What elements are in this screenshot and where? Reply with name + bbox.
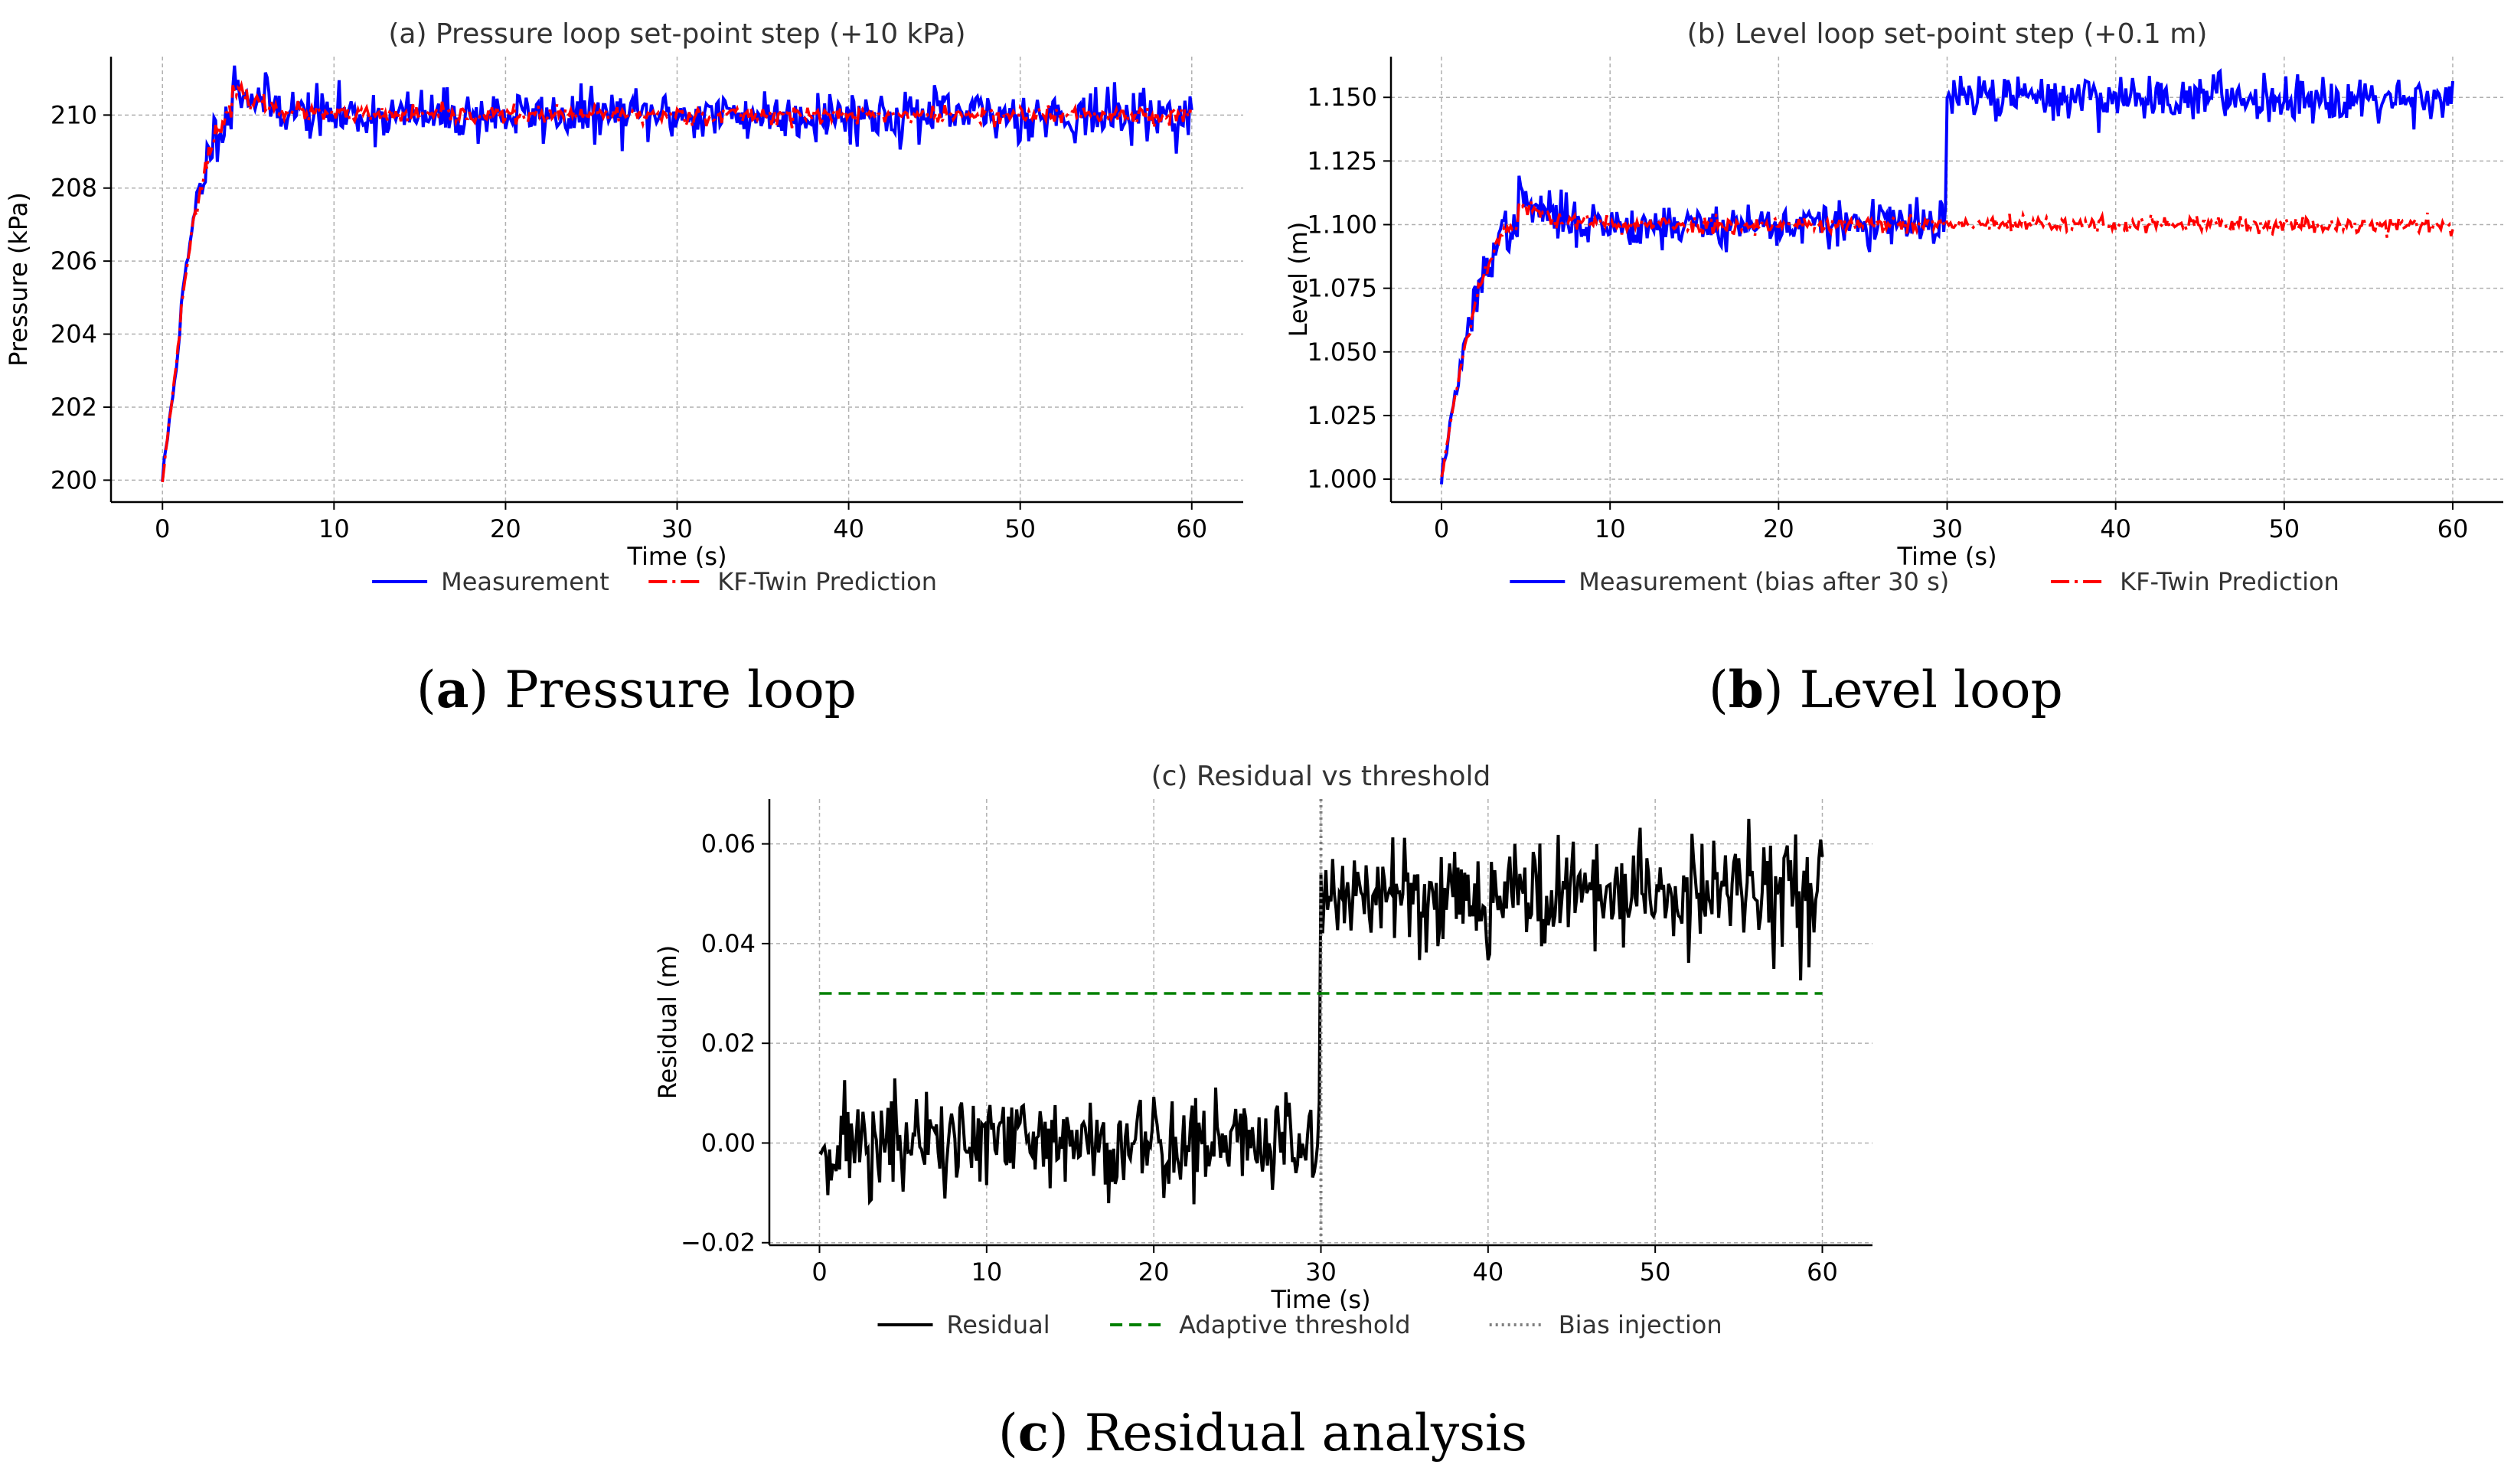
y-tick-label: 0.02 bbox=[701, 1029, 756, 1058]
x-tick-label: 10 bbox=[318, 514, 350, 543]
y-tick-label: 0.06 bbox=[701, 830, 756, 859]
legend-item: Residual bbox=[877, 1310, 1050, 1339]
legend-item: Measurement (bias after 30 s) bbox=[1510, 567, 1949, 596]
legend-item: Adaptive threshold bbox=[1110, 1310, 1411, 1339]
x-tick-label: 30 bbox=[661, 514, 693, 543]
y-axis-label: Level (m) bbox=[1284, 222, 1313, 338]
x-tick-label: 20 bbox=[1138, 1257, 1170, 1287]
y-tick-label: 206 bbox=[51, 246, 97, 276]
y-tick-label: 1.150 bbox=[1307, 83, 1377, 112]
series-line bbox=[161, 80, 1192, 483]
series-line bbox=[1440, 67, 2454, 484]
legend-label: Bias injection bbox=[1559, 1310, 1722, 1339]
x-tick-label: 60 bbox=[1807, 1257, 1838, 1287]
legend-label: KF-Twin Prediction bbox=[2120, 567, 2339, 596]
caption-b-label: b bbox=[1728, 660, 1764, 719]
caption-a-text: Pressure loop bbox=[488, 660, 857, 719]
x-tick-label: 40 bbox=[2100, 514, 2131, 543]
x-tick-label: 20 bbox=[490, 514, 521, 543]
x-tick-label: 50 bbox=[2268, 514, 2300, 543]
legend-label: Adaptive threshold bbox=[1179, 1310, 1411, 1339]
y-tick-label: 208 bbox=[51, 174, 97, 203]
legend-item: KF-Twin Prediction bbox=[2051, 567, 2339, 596]
legend-label: KF-Twin Prediction bbox=[717, 567, 937, 596]
chart-a: (a) Pressure loop set-point step (+10 kP… bbox=[4, 18, 1243, 596]
y-tick-label: 0.04 bbox=[701, 929, 756, 958]
caption-c: (c) Residual analysis bbox=[998, 1403, 1528, 1463]
legend: Measurement (bias after 30 s) KF-Twin Pre… bbox=[1510, 567, 2339, 596]
chart-title: (b) Level loop set-point step (+0.1 m) bbox=[1687, 18, 2208, 50]
legend-label: Measurement bbox=[441, 567, 609, 596]
caption-b-text: Level loop bbox=[1783, 660, 2063, 719]
y-axis-label: Residual (m) bbox=[653, 945, 682, 1099]
caption-a-label: a bbox=[436, 660, 469, 719]
caption-b: (b) Level loop bbox=[1709, 660, 2063, 719]
chart-c: (c) Residual vs threshold 0 10 20 30 40 50 60 −0… bbox=[653, 761, 1872, 1339]
x-tick-label: 10 bbox=[971, 1257, 1002, 1287]
y-tick-label: 0.00 bbox=[701, 1128, 756, 1157]
y-tick-label: 202 bbox=[51, 393, 97, 422]
x-tick-label: 60 bbox=[2437, 514, 2469, 543]
chart-title: (c) Residual vs threshold bbox=[1151, 761, 1491, 792]
y-tick-label: 1.025 bbox=[1307, 401, 1377, 430]
x-tick-label: 50 bbox=[1640, 1257, 1671, 1287]
caption-c-text: Residual analysis bbox=[1068, 1404, 1528, 1463]
legend-item: KF-Twin Prediction bbox=[648, 567, 937, 596]
legend: Residual Adaptive threshold Bias injection bbox=[877, 1310, 1722, 1339]
x-tick-label: 40 bbox=[833, 514, 864, 543]
x-axis-label: Time (s) bbox=[626, 542, 726, 571]
y-tick-label: 1.050 bbox=[1307, 338, 1377, 367]
chart-title: (a) Pressure loop set-point step (+10 kP… bbox=[388, 18, 965, 50]
legend-item: Measurement bbox=[372, 567, 609, 596]
chart-b: (b) Level loop set-point step (+0.1 m) 0 1… bbox=[1284, 18, 2503, 596]
x-axis-label: Time (s) bbox=[1896, 542, 1997, 571]
x-tick-label: 30 bbox=[1305, 1257, 1337, 1287]
y-tick-label: 1.000 bbox=[1307, 465, 1377, 494]
y-axis-label: Pressure (kPa) bbox=[4, 192, 33, 367]
y-tick-label: 200 bbox=[51, 465, 97, 494]
x-tick-label: 0 bbox=[811, 1257, 827, 1287]
series-line bbox=[1440, 199, 2454, 478]
x-tick-label: 60 bbox=[1176, 514, 1207, 543]
x-tick-label: 30 bbox=[1931, 514, 1963, 543]
legend-label: Residual bbox=[947, 1310, 1050, 1339]
x-tick-label: 40 bbox=[1472, 1257, 1504, 1287]
x-tick-label: 0 bbox=[155, 514, 170, 543]
y-tick-label: 1.075 bbox=[1307, 274, 1377, 303]
x-tick-label: 50 bbox=[1004, 514, 1036, 543]
legend-label: Measurement (bias after 30 s) bbox=[1579, 567, 1949, 596]
caption-c-label: c bbox=[1017, 1403, 1049, 1463]
x-tick-label: 10 bbox=[1595, 514, 1626, 543]
y-tick-label: 204 bbox=[51, 320, 97, 349]
legend: Measurement KF-Twin Prediction bbox=[372, 567, 937, 596]
caption-a: (a) Pressure loop bbox=[416, 660, 857, 719]
x-tick-label: 0 bbox=[1434, 514, 1449, 543]
y-tick-label: −0.02 bbox=[681, 1228, 756, 1257]
legend-item: Bias injection bbox=[1489, 1310, 1722, 1339]
y-tick-label: 1.100 bbox=[1307, 210, 1377, 239]
y-tick-label: 1.125 bbox=[1307, 146, 1377, 175]
x-axis-label: Time (s) bbox=[1270, 1285, 1370, 1314]
y-tick-label: 210 bbox=[51, 100, 97, 129]
x-tick-label: 20 bbox=[1763, 514, 1794, 543]
